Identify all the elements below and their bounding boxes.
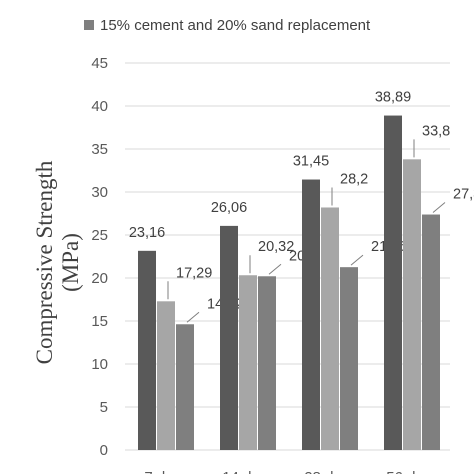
y-tick-label: 25 [91,227,108,244]
data-label: 38,89 [375,90,411,106]
y-tick-label: 5 [100,399,108,416]
y-tick-label: 45 [91,55,108,72]
bar-28-days-s2 [340,267,358,450]
bar-7-days-s2 [176,324,194,450]
data-label: 26,06 [211,200,247,216]
bar-14-days-s1 [239,275,257,450]
data-label: 17,29 [176,265,212,281]
y-tick-label: 35 [91,141,108,158]
legend-label: 15% cement and 20% sand replacement [100,17,371,34]
x-tick-label: 7 days [144,469,188,474]
bar-56-days-s0 [384,115,402,451]
bar-56-days-s1 [403,159,421,450]
bar-7-days-s1 [157,301,175,450]
bar-14-days-s0 [220,225,238,450]
y-tick-label: 30 [91,184,108,201]
y-tick-label: 0 [100,442,108,459]
y-tick-label: 10 [91,356,108,373]
data-label-leader [350,254,364,266]
x-tick-label: 56 days [386,469,439,474]
y-tick-label: 20 [91,270,108,287]
bar-14-days-s2 [258,276,276,450]
data-label: 20,32 [258,239,294,255]
x-tick-label: 28 days [304,469,357,474]
bar-28-days-s1 [321,207,339,450]
y-tick-label: 15 [91,313,108,330]
data-label: 28,2 [340,171,368,187]
data-label-leader [186,311,200,323]
data-label-leader [268,263,282,275]
data-label: 31,45 [293,154,329,170]
y-axis-label-line: (MPa) [58,233,83,292]
y-axis-label-line: Compressive Strength [32,160,57,364]
y-axis-label: Compressive Strength(MPa) [32,160,83,364]
data-label-leader [432,202,446,213]
data-label: 33,8 [422,123,450,139]
data-label: 23,16 [129,225,165,241]
legend-swatch [84,20,94,30]
bar-7-days-s0 [138,250,156,450]
bar-56-days-s2 [422,214,440,450]
bar-28-days-s0 [302,179,320,450]
x-tick-label: 14 days [222,469,275,474]
y-tick-label: 40 [91,98,108,115]
data-label: 27,38 [453,187,474,203]
